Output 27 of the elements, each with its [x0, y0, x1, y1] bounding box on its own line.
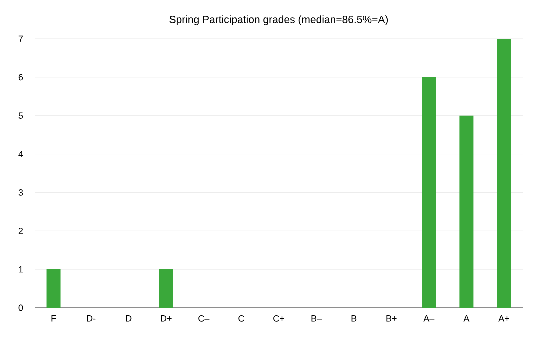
y-tick-label: 6: [18, 74, 24, 81]
x-tick-label: C–: [198, 316, 210, 322]
x-tick-label: F: [52, 316, 56, 322]
y-tick-label: 3: [18, 190, 24, 196]
x-tick-label: B–: [312, 316, 322, 322]
x-tick-label: A: [464, 316, 470, 322]
y-tick-label: 0: [18, 304, 24, 312]
y-tick-label: 2: [18, 228, 24, 234]
x-tick-label: B+: [386, 316, 397, 322]
x-tick-label: D-: [87, 316, 96, 322]
bar: [497, 39, 512, 308]
bar: [159, 270, 174, 308]
y-tick-label: 5: [18, 112, 24, 119]
x-tick-label: C+: [274, 316, 284, 322]
y-tick-label: 7: [18, 36, 24, 42]
y-tick-label: 1: [19, 266, 24, 273]
bar: [46, 270, 61, 308]
y-tick-label: 4: [18, 151, 24, 158]
chart-title: Spring Participation grades (median=86.5%=A): [170, 16, 388, 26]
bar: [422, 77, 436, 308]
x-tick-label: D: [126, 316, 132, 322]
x-tick-label: A–: [424, 316, 435, 322]
x-tick-label: D+: [161, 316, 172, 322]
x-tick-label: C: [238, 316, 244, 322]
x-tick-label: A+: [498, 316, 510, 322]
bar: [460, 116, 474, 308]
x-tick-label: B: [352, 316, 357, 322]
